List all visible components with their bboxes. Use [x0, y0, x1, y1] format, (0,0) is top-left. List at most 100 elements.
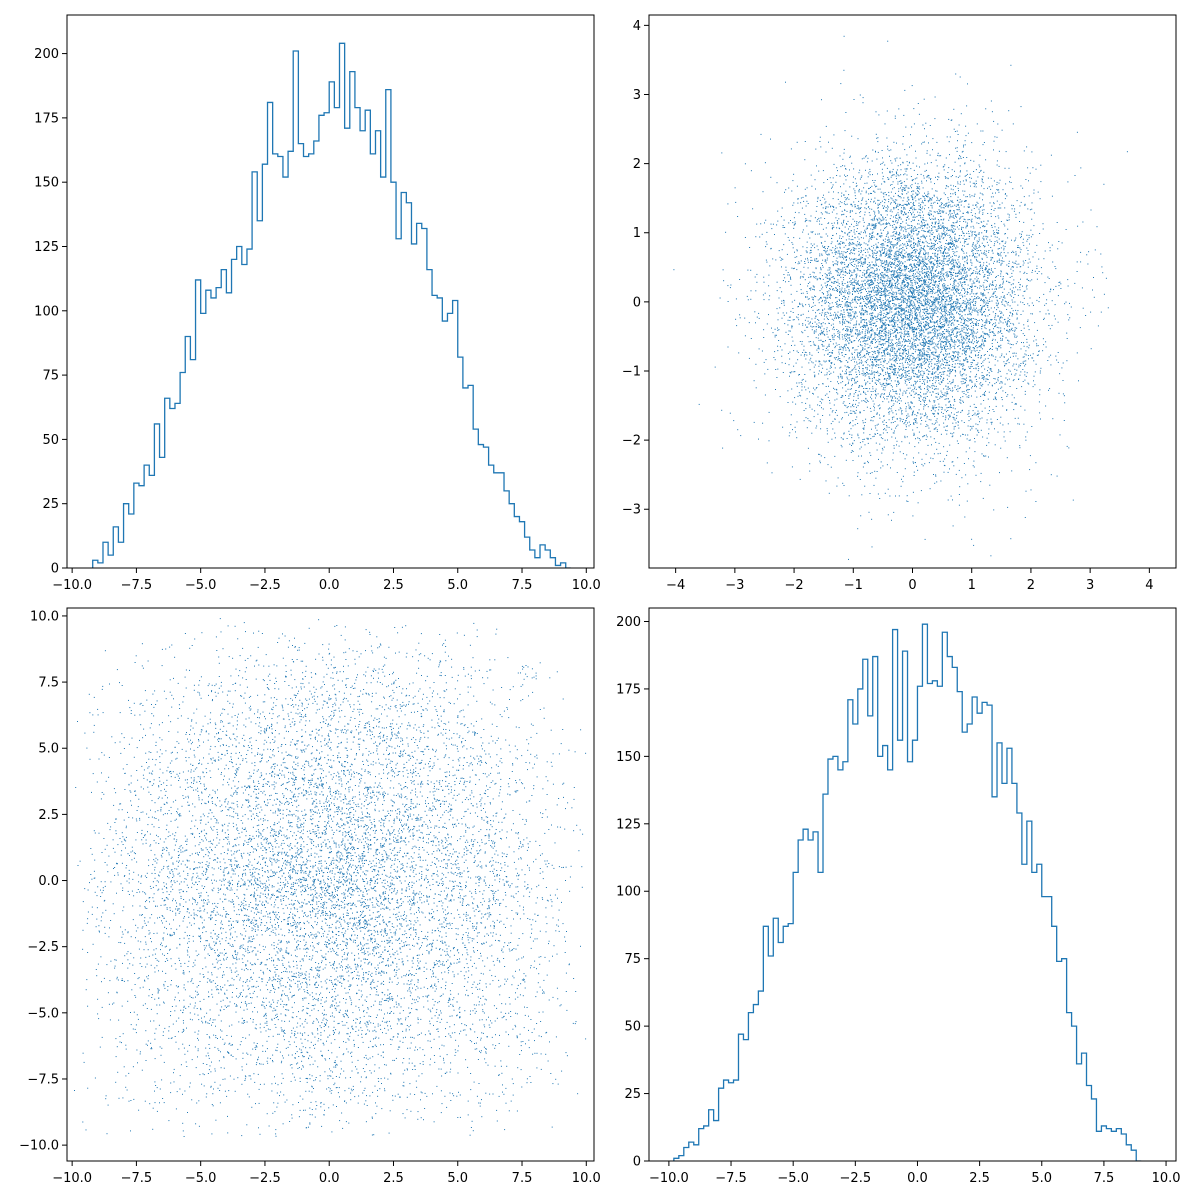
- scatter-point: [900, 305, 902, 306]
- scatter-point: [869, 339, 870, 340]
- scatter-point: [991, 295, 993, 297]
- scatter-point: [988, 284, 990, 286]
- scatter-point: [981, 266, 983, 268]
- scatter-point: [879, 414, 880, 416]
- scatter-point: [810, 276, 812, 278]
- scatter-point: [929, 238, 931, 240]
- scatter-point: [1019, 289, 1021, 291]
- scatter-point: [937, 179, 939, 181]
- scatter-point: [975, 324, 977, 325]
- scatter-point: [993, 209, 995, 211]
- scatter-point: [1038, 258, 1040, 260]
- scatter-point: [889, 365, 891, 367]
- scatter-point: [951, 317, 953, 318]
- scatter-point: [979, 421, 980, 423]
- scatter-point: [911, 214, 912, 216]
- scatter-point: [874, 333, 876, 335]
- scatter-point: [923, 341, 925, 343]
- scatter-point: [875, 286, 877, 288]
- scatter-point: [846, 197, 848, 199]
- scatter-point: [866, 406, 868, 408]
- scatter-point: [838, 227, 840, 229]
- scatter-point: [927, 351, 929, 353]
- scatter-point: [897, 253, 899, 255]
- scatter-point: [872, 420, 874, 422]
- scatter-point: [791, 267, 793, 269]
- scatter-point: [870, 294, 872, 296]
- scatter-point: [990, 209, 992, 210]
- scatter-point: [886, 425, 888, 426]
- scatter-point: [805, 402, 807, 404]
- scatter-point: [1002, 278, 1004, 280]
- scatter-point: [1018, 364, 1020, 366]
- scatter-point: [783, 302, 785, 304]
- scatter-point: [963, 364, 965, 366]
- scatter-point: [889, 309, 891, 311]
- scatter-point: [890, 276, 892, 278]
- scatter-point: [909, 382, 910, 383]
- scatter-point: [915, 313, 917, 314]
- scatter-point: [902, 353, 904, 355]
- scatter-point: [898, 342, 900, 344]
- scatter-point: [946, 320, 948, 322]
- scatter-point: [952, 461, 954, 463]
- scatter-point: [839, 273, 841, 275]
- scatter-point: [919, 387, 921, 389]
- scatter-point: [888, 292, 890, 294]
- scatter-point: [876, 359, 878, 361]
- scatter-point: [881, 306, 883, 308]
- scatter-point: [889, 345, 891, 347]
- scatter-point: [872, 254, 874, 256]
- scatter-point: [984, 392, 985, 394]
- scatter-point: [988, 263, 990, 265]
- scatter-point: [934, 297, 936, 299]
- scatter-point: [911, 352, 913, 354]
- scatter-point: [918, 366, 920, 368]
- scatter-point: [982, 294, 984, 296]
- scatter-point: [914, 195, 916, 197]
- scatter-point: [873, 218, 875, 220]
- scatter-point: [976, 292, 978, 294]
- scatter-point: [877, 313, 879, 315]
- scatter-point: [907, 282, 909, 283]
- scatter-point: [794, 426, 796, 428]
- scatter-point: [865, 398, 867, 400]
- scatter-point: [905, 426, 907, 428]
- scatter-point: [861, 296, 863, 298]
- scatter-point: [860, 208, 861, 210]
- scatter-point: [975, 235, 977, 237]
- scatter-point: [856, 185, 858, 187]
- scatter-point: [824, 308, 826, 310]
- scatter-point: [927, 345, 929, 347]
- scatter-point: [929, 125, 931, 126]
- scatter-point: [1013, 279, 1015, 281]
- scatter-point: [836, 251, 837, 253]
- scatter-point: [890, 250, 892, 252]
- scatter-point: [933, 321, 935, 323]
- scatter-point: [985, 231, 987, 233]
- scatter-point: [937, 290, 939, 292]
- scatter-point: [1007, 213, 1009, 215]
- scatter-point: [951, 333, 953, 335]
- scatter-point: [901, 316, 902, 318]
- scatter-point: [880, 255, 882, 257]
- scatter-point: [1001, 202, 1003, 204]
- scatter-point: [935, 300, 937, 302]
- scatter-point: [793, 319, 795, 321]
- scatter-point: [913, 295, 915, 297]
- scatter-point: [899, 306, 901, 307]
- scatter-point: [787, 272, 789, 273]
- scatter-point: [932, 296, 934, 298]
- scatter-point: [887, 223, 888, 225]
- scatter-point: [985, 378, 987, 380]
- scatter-point: [893, 335, 895, 337]
- scatter-point: [839, 360, 841, 361]
- scatter-point: [931, 199, 933, 201]
- scatter-point: [992, 280, 994, 282]
- scatter-point: [899, 344, 901, 346]
- scatter-point: [1025, 354, 1027, 356]
- scatter-point: [999, 284, 1001, 286]
- scatter-point: [918, 264, 920, 265]
- scatter-point: [881, 393, 883, 395]
- scatter-point: [1004, 233, 1006, 234]
